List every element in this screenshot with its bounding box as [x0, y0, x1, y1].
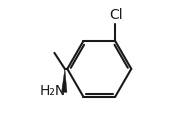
Text: H₂N: H₂N: [40, 84, 66, 98]
Text: Cl: Cl: [110, 8, 123, 22]
Polygon shape: [62, 69, 67, 92]
